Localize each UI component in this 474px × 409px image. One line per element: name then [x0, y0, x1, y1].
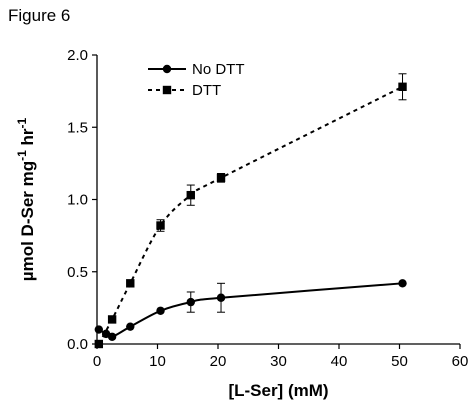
- legend-label: DTT: [192, 82, 221, 99]
- x-tick-label: 50: [391, 353, 408, 370]
- y-tick-label: 1.0: [67, 192, 88, 209]
- legend: No DTT DTT: [148, 61, 245, 99]
- y-axis-title-sup: -1: [15, 150, 29, 161]
- series-line: [97, 85, 403, 345]
- axes: [96, 55, 460, 345]
- y-tick-label: 0.0: [67, 336, 88, 353]
- series-no-dtt: [94, 279, 407, 341]
- legend-marker: [162, 85, 172, 95]
- data-point: [398, 279, 407, 288]
- series-dtt: [94, 73, 407, 349]
- data-point: [107, 315, 117, 324]
- y-axis-title-mid: hr: [18, 128, 37, 150]
- x-tick-label: 0: [93, 353, 101, 370]
- ticks: 0 10 20 30 40 50 60 0.0 0.5 1.0 1.5 2.0: [67, 47, 468, 370]
- data-point: [156, 306, 165, 315]
- data-point: [398, 82, 407, 91]
- legend-marker: [162, 64, 172, 74]
- data-point: [186, 297, 195, 307]
- data-point: [94, 339, 104, 349]
- y-axis-title-sup: -1: [15, 117, 29, 128]
- data-point: [107, 332, 117, 341]
- data-point: [216, 293, 226, 302]
- y-tick-label: 1.5: [67, 119, 88, 136]
- data-point: [126, 279, 135, 288]
- data-point: [94, 325, 104, 334]
- data-point: [186, 190, 195, 200]
- data-point: [216, 173, 226, 183]
- x-tick-label: 40: [331, 353, 348, 370]
- x-tick-label: 20: [210, 353, 227, 370]
- figure-label: Figure 6: [8, 6, 71, 25]
- y-tick-label: 2.0: [67, 47, 88, 64]
- data-point: [156, 221, 165, 230]
- x-tick-label: 30: [270, 353, 287, 370]
- legend-label: No DTT: [192, 61, 245, 78]
- series-layer: [94, 73, 407, 349]
- x-tick-label: 60: [452, 353, 469, 370]
- y-axis-title-main: µmol D-Ser mg: [18, 161, 37, 281]
- x-tick-label: 10: [149, 353, 166, 370]
- series-line: [98, 282, 403, 339]
- y-tick-label: 0.5: [67, 264, 88, 281]
- y-axis-title: µmol D-Ser mg-1 hr-1: [15, 117, 37, 281]
- data-point: [126, 322, 135, 331]
- x-axis-title: [L-Ser] (mM): [228, 381, 328, 400]
